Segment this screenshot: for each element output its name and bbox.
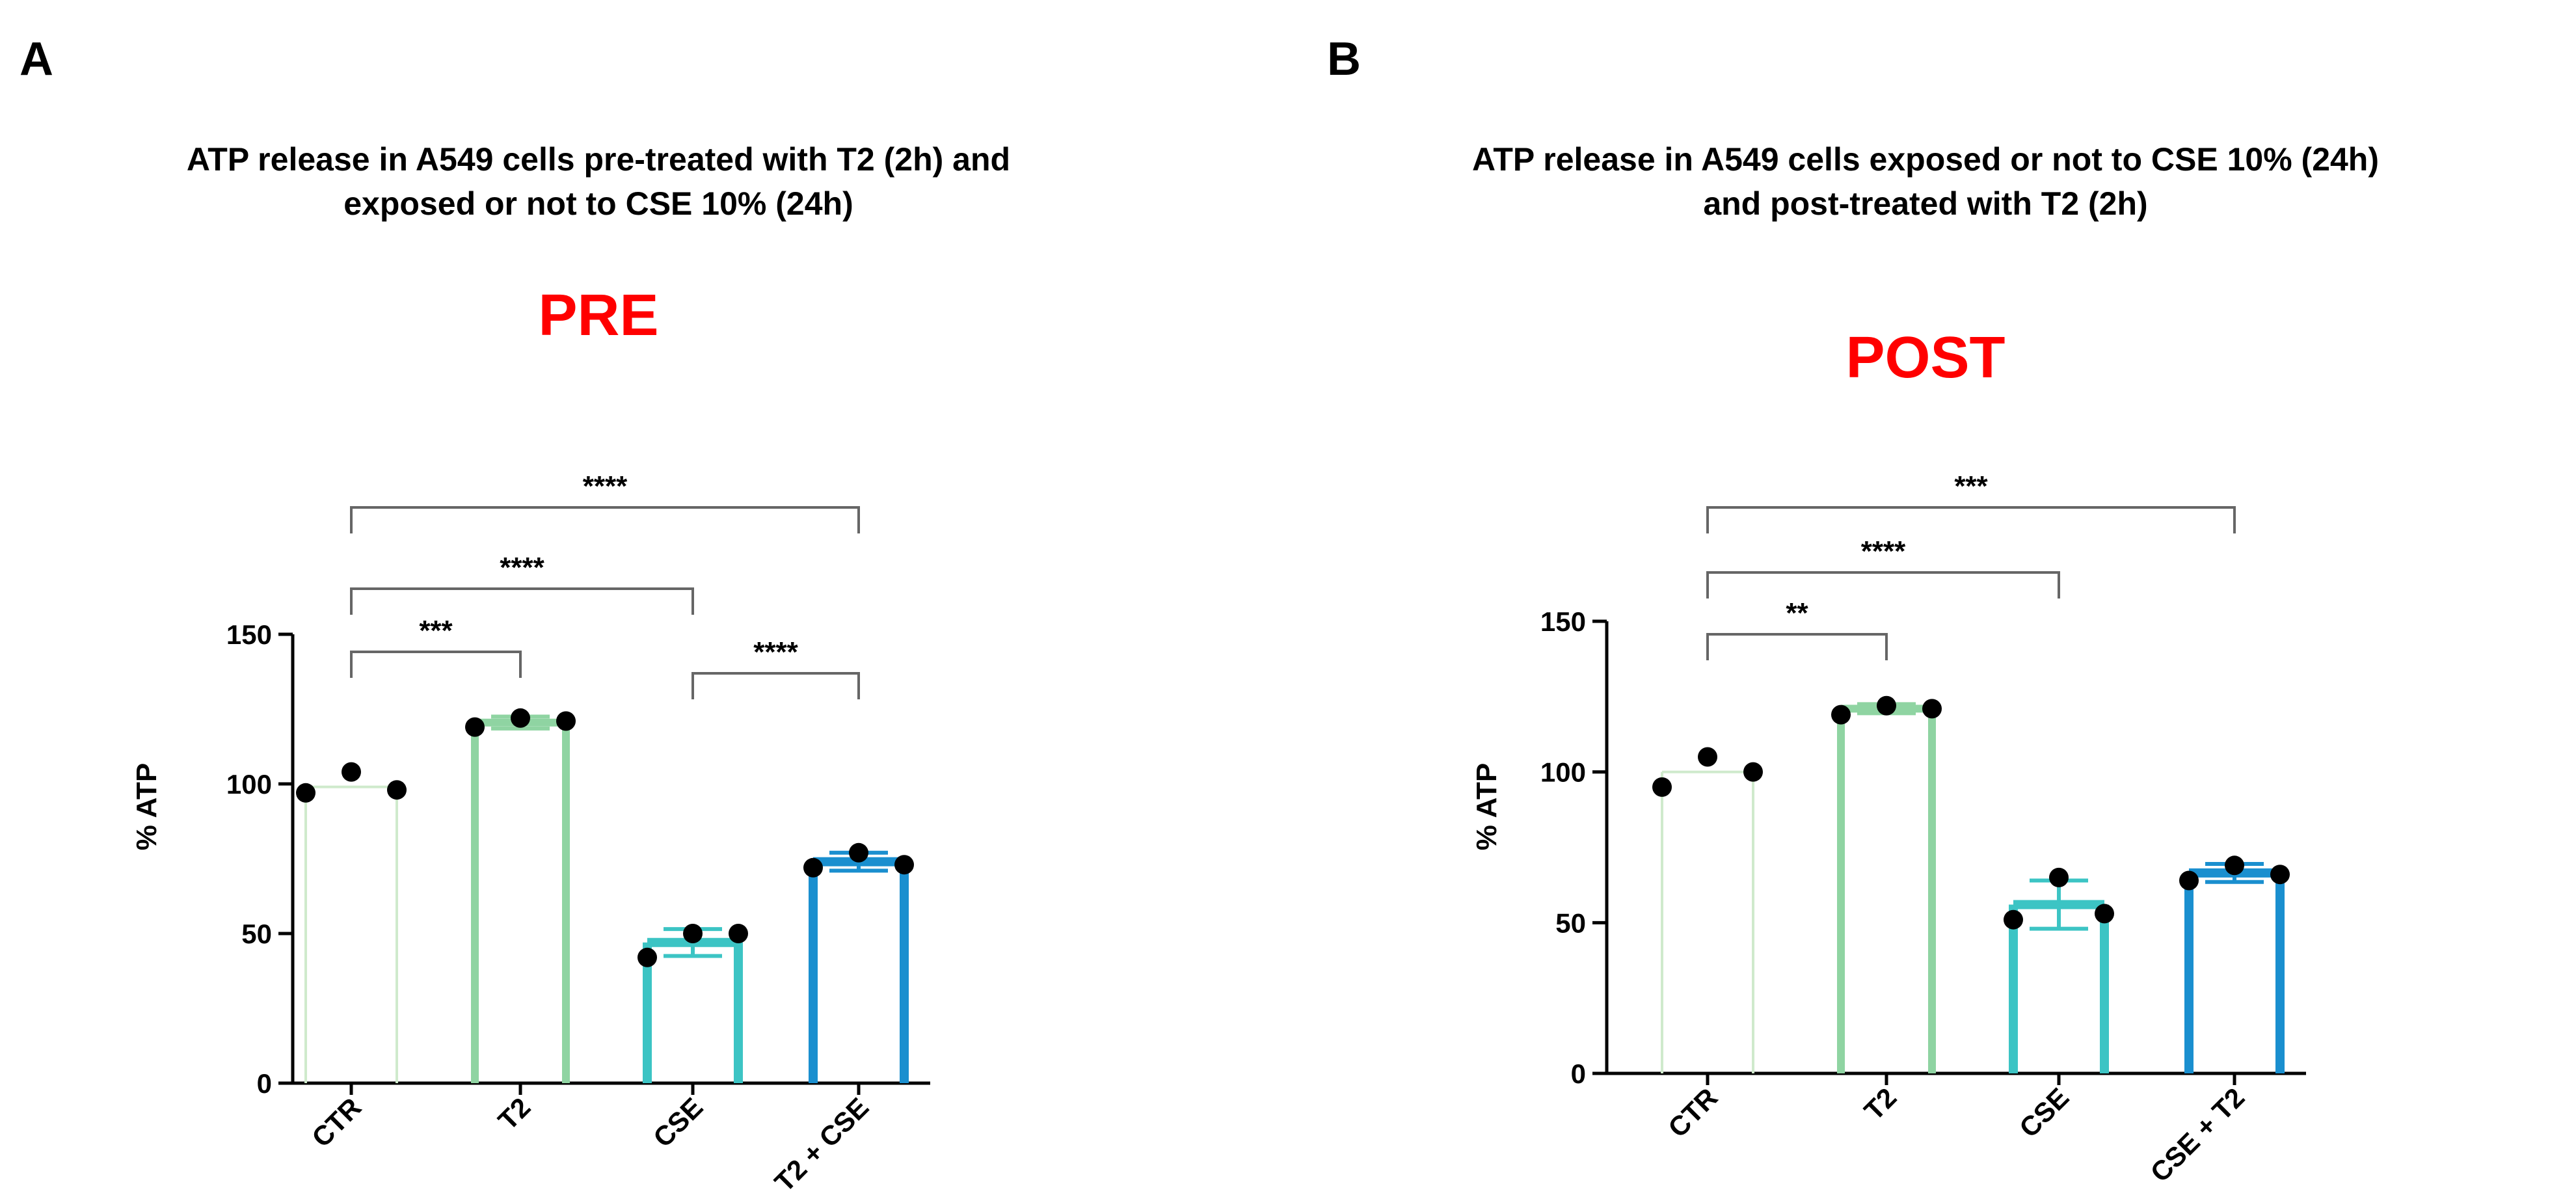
data-point	[1743, 762, 1763, 782]
panel-b: B ATP release in A549 cells exposed or n…	[1327, 33, 2379, 1188]
data-point	[2049, 867, 2069, 887]
data-point	[894, 855, 914, 875]
data-point	[683, 924, 703, 943]
y-tick-label: 0	[1571, 1058, 1586, 1089]
significance-label: ****	[583, 470, 628, 502]
x-tick-label: T2	[492, 1092, 536, 1136]
y-tick-label: 150	[226, 619, 272, 650]
significance-label: **	[1786, 597, 1808, 629]
data-point	[296, 783, 315, 803]
y-tick-label: 150	[1540, 606, 1586, 637]
panel-a-label: A	[20, 33, 53, 85]
significance-bracket	[350, 651, 522, 678]
data-point	[2225, 855, 2244, 876]
panel-b-y-axis-label: % ATP	[1471, 763, 1503, 850]
x-tick-label: T2	[1858, 1082, 1902, 1126]
panel-b-label: B	[1327, 33, 1361, 85]
x-tick-label: CSE	[2013, 1082, 2074, 1143]
data-point	[2270, 865, 2290, 885]
data-point	[729, 924, 748, 943]
significance-label: ****	[1861, 535, 1906, 567]
x-tick-label: T2 + CSE	[769, 1092, 875, 1197]
panel-a-y-axis-label: % ATP	[131, 763, 163, 850]
significance-label: ****	[753, 636, 798, 668]
data-point	[2095, 904, 2114, 924]
data-point	[1698, 747, 1717, 767]
y-tick-label: 50	[241, 919, 272, 949]
y-tick-label: 100	[1540, 757, 1586, 788]
data-point	[637, 947, 657, 967]
panel-b-title-line-2: and post-treated with T2 (2h)	[1703, 185, 2147, 222]
data-point	[1652, 777, 1672, 797]
data-point	[1831, 705, 1851, 725]
data-point	[1922, 699, 1942, 719]
significance-label: ****	[500, 552, 544, 584]
panel-a: A ATP release in A549 cells pre-treated …	[20, 33, 1010, 1197]
panel-b-subtitle: POST	[1845, 325, 2005, 390]
panel-a-title-line-1: ATP release in A549 cells pre-treated wi…	[187, 141, 1010, 178]
significance-bracket	[691, 672, 860, 699]
significance-bracket	[350, 506, 860, 533]
y-tick-label: 100	[226, 769, 272, 800]
significance-bracket	[1706, 633, 1888, 660]
data-point	[556, 711, 576, 731]
data-point	[465, 717, 485, 737]
panel-a-title-line-2: exposed or not to CSE 10% (24h)	[343, 185, 853, 222]
x-tick-label: CTR	[306, 1092, 367, 1153]
data-point	[2004, 909, 2023, 930]
x-tick-label: CTR	[1662, 1082, 1723, 1143]
significance-bracket	[1706, 506, 2236, 533]
data-point	[342, 762, 361, 782]
data-point	[849, 842, 868, 863]
data-point	[1877, 695, 1896, 716]
x-tick-label: CSE + T2	[2145, 1082, 2251, 1188]
data-point	[803, 857, 823, 878]
x-tick-label: CSE	[647, 1092, 708, 1153]
data-point	[2179, 870, 2199, 891]
significance-label: ***	[1954, 470, 1988, 502]
data-point	[511, 708, 530, 728]
significance-bracket	[1706, 571, 2060, 598]
y-tick-label: 0	[257, 1068, 272, 1099]
panel-a-subtitle: PRE	[538, 283, 658, 348]
y-tick-label: 50	[1555, 908, 1586, 938]
panel-b-title-line-1: ATP release in A549 cells exposed or not…	[1472, 141, 2379, 178]
significance-bracket	[350, 587, 694, 615]
significance-label: ***	[419, 615, 453, 647]
data-point	[387, 780, 407, 800]
